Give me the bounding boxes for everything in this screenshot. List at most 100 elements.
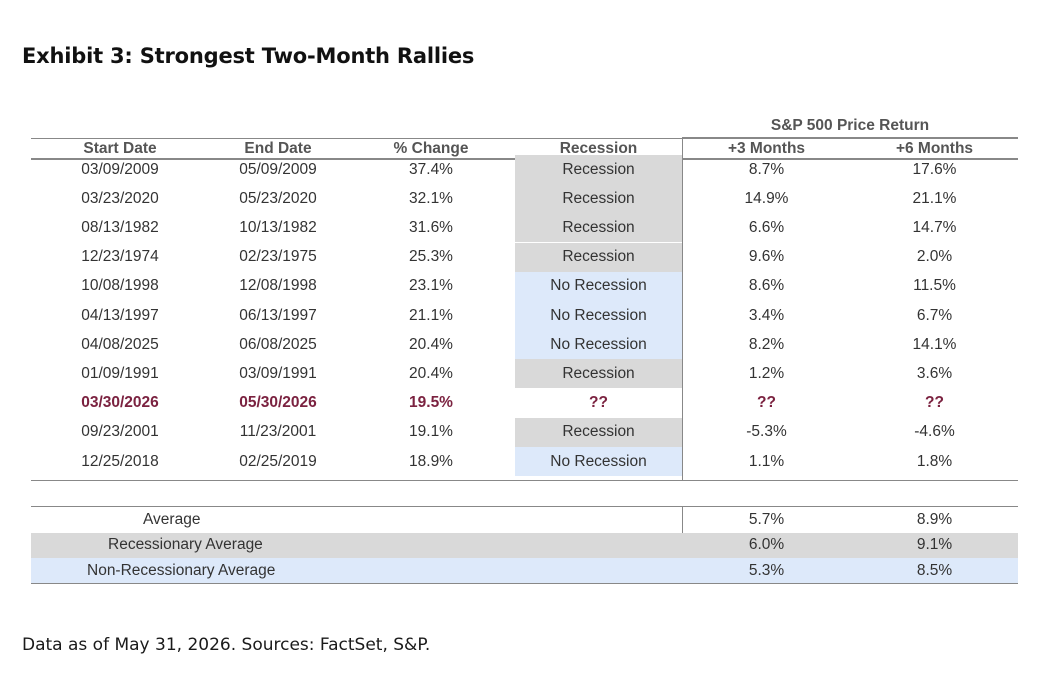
col-header-end-date: End Date [244,140,312,157]
pct-change-cell: 18.9% [409,452,453,470]
start-date-cell: 12/25/2018 [81,452,159,470]
start-date-cell: 12/23/1974 [81,248,159,266]
average-row: Non-Recessionary Average 5.3% 8.5% [31,558,1018,583]
return-6m-cell: 6.7% [916,306,953,324]
group-header: S&P 500 Price Return [682,117,1018,138]
end-date-cell: 12/08/1998 [239,277,317,295]
col-header-pct-change: % Change [393,140,469,157]
recession-cell: No Recession [515,301,682,330]
pct-change-cell: 19.5% [409,394,453,412]
return-3m-cell: 8.7% [748,160,785,178]
average-3m-cell: 5.3% [748,561,785,579]
return-3m-cell: 14.9% [744,189,789,207]
average-row: Average 5.7% 8.9% [31,507,1018,532]
end-date-cell: 02/23/1975 [239,248,317,266]
pct-change-cell: 37.4% [409,160,453,178]
recession-cell: Recession [515,184,682,214]
col-header-recession: Recession [559,140,638,157]
footnote: Data as of May 31, 2026. Sources: FactSe… [22,635,431,655]
recession-cell: Recession [515,155,682,184]
col-header-start-date: Start Date [83,140,157,157]
return-6m-cell: 11.5% [913,277,956,295]
end-date-cell: 05/09/2009 [239,160,317,178]
table-row: 08/13/1982 10/13/1982 31.6% Recession 6.6% 14… [31,213,1018,243]
table-row: 04/13/1997 06/13/1997 21.1% No Recession 3.4… [31,301,1018,330]
pct-change-cell: 21.1% [409,306,453,324]
recession-cell: Recession [515,359,682,389]
table-row: 12/23/1974 02/23/1975 25.3% Recession 9.6% 2.… [31,242,1018,272]
pct-change-cell: 19.1% [409,423,453,441]
return-6m-cell: 2.0% [916,248,953,266]
recession-cell: ?? [589,394,608,412]
end-date-cell: 03/09/1991 [239,364,317,382]
return-6m-cell: 21.1% [912,189,957,207]
return-6m-cell: ?? [925,394,944,412]
pct-change-cell: 20.4% [409,335,453,353]
return-3m-cell: 1.2% [748,364,785,382]
recession-cell: Recession [515,242,682,272]
table-row: 03/30/2026 05/30/2026 19.5%?????? [31,389,1018,418]
table-divider [31,583,1018,584]
return-3m-cell: 8.2% [748,335,785,353]
table-divider [31,480,1018,481]
table-row: 12/25/2018 02/25/2019 18.9% No Recession 1.1… [31,447,1018,476]
average-label: Non-Recessionary Average [87,561,276,579]
return-3m-cell: 9.6% [748,248,785,266]
start-date-cell: 08/13/1982 [81,218,159,236]
pct-change-cell: 20.4% [409,364,453,382]
table-row: 09/23/2001 11/23/2001 19.1% Recession -5.3% -… [31,417,1018,447]
average-6m-cell: 9.1% [916,536,953,553]
pct-change-cell: 31.6% [409,218,453,236]
start-date-cell: 03/23/2020 [81,189,159,207]
start-date-cell: 09/23/2001 [81,423,159,441]
start-date-cell: 01/09/1991 [81,364,159,382]
average-3m-cell: 5.7% [748,510,785,528]
return-3m-cell: 3.4% [748,306,785,324]
pct-change-cell: 32.1% [409,189,453,207]
pct-change-cell: 23.1% [409,277,453,295]
start-date-cell: 04/13/1997 [81,306,159,324]
rallies-table: S&P 500 Price Return Start Date End Date… [31,0,1018,674]
recession-cell: No Recession [515,271,682,301]
pct-change-cell: 25.3% [409,248,453,266]
return-3m-cell: -5.3% [746,423,787,441]
return-6m-cell: -4.6% [914,423,955,441]
average-3m-cell: 6.0% [748,536,785,553]
table-row: 03/23/2020 05/23/2020 32.1% Recession 14.9% 2… [31,184,1018,214]
start-date-cell: 10/08/1998 [81,277,159,295]
column-divider [682,138,683,480]
end-date-cell: 02/25/2019 [239,452,317,470]
col-header-6-months: +6 Months [895,140,974,157]
table-row: 04/08/2025 06/08/2025 20.4% No Recession 8.2… [31,330,1018,360]
exhibit-title: Exhibit 3: Strongest Two-Month Rallies [22,44,475,68]
average-6m-cell: 8.9% [916,510,953,528]
average-row: Recessionary Average 6.0% 9.1% [31,532,1018,558]
end-date-cell: 11/23/2001 [239,423,317,441]
table-divider [31,506,1018,507]
return-3m-cell: 1.1% [748,452,785,470]
average-6m-cell: 8.5% [916,561,953,579]
recession-cell: Recession [515,417,682,447]
table-row: 01/09/1991 03/09/1991 20.4% Recession 1.2% 3.… [31,359,1018,389]
recession-cell: Recession [515,213,682,243]
return-6m-cell: 14.1% [912,335,957,353]
average-label: Average [143,510,201,528]
end-date-cell: 10/13/1982 [239,218,317,236]
return-6m-cell: 17.6% [912,160,957,178]
average-label: Recessionary Average [108,536,263,553]
end-date-cell: 05/30/2026 [239,394,317,412]
table-row: 10/08/1998 12/08/1998 23.1% No Recession 8.6… [31,271,1018,301]
end-date-cell: 05/23/2020 [239,189,317,207]
recession-cell: No Recession [515,330,682,360]
start-date-cell: 03/09/2009 [81,160,159,178]
col-header-3-months: +3 Months [727,140,806,157]
return-3m-cell: 8.6% [748,277,785,295]
end-date-cell: 06/13/1997 [239,306,317,324]
start-date-cell: 04/08/2025 [81,335,159,353]
end-date-cell: 06/08/2025 [239,335,317,353]
return-6m-cell: 1.8% [916,452,953,470]
recession-cell: No Recession [515,447,682,476]
return-3m-cell: ?? [757,394,776,412]
return-6m-cell: 3.6% [916,364,953,382]
start-date-cell: 03/30/2026 [81,394,159,412]
